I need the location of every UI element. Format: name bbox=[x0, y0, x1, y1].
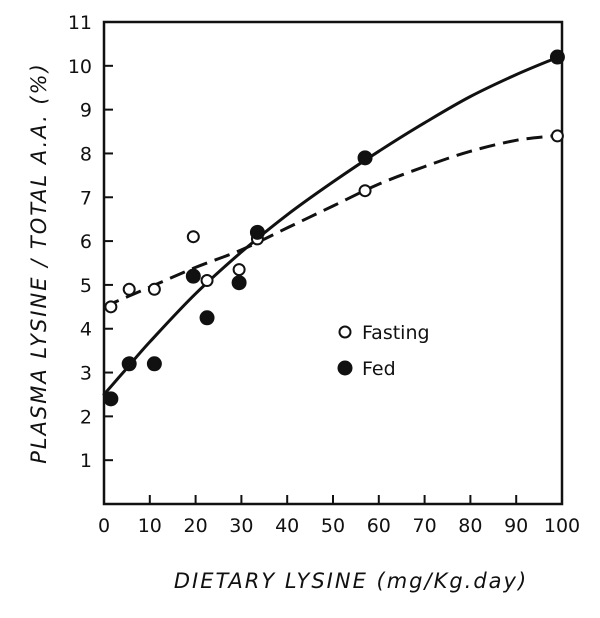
y-tick-label: 3 bbox=[80, 363, 92, 385]
y-tick-label: 1 bbox=[80, 450, 92, 472]
point-fasting bbox=[186, 230, 200, 244]
y-tick-label: 11 bbox=[68, 12, 92, 34]
y-tick-label: 7 bbox=[80, 187, 92, 209]
point-fed bbox=[249, 224, 265, 240]
x-tick-label: 50 bbox=[321, 515, 345, 537]
point-fasting bbox=[550, 129, 564, 143]
point-fed bbox=[185, 268, 201, 284]
point-fed bbox=[231, 275, 247, 291]
x-tick-label: 100 bbox=[544, 515, 580, 537]
legend-marker-fasting bbox=[338, 325, 352, 339]
y-tick-label: 10 bbox=[68, 56, 92, 78]
x-tick-label: 10 bbox=[138, 515, 162, 537]
y-tick-label: 5 bbox=[80, 275, 92, 297]
point-fasting bbox=[104, 300, 118, 314]
x-tick-label: 90 bbox=[504, 515, 528, 537]
y-tick-label: 2 bbox=[80, 406, 92, 428]
y-tick-label: 6 bbox=[80, 231, 92, 253]
x-tick-label: 80 bbox=[458, 515, 482, 537]
data-points bbox=[103, 49, 565, 407]
fit-curves bbox=[102, 57, 555, 396]
x-axis: 0 10 20 30 40 50 60 70 80 90 100 bbox=[98, 495, 580, 537]
legend-marker-fed bbox=[337, 360, 353, 376]
x-tick-label: 40 bbox=[275, 515, 299, 537]
legend: Fasting Fed bbox=[337, 322, 430, 380]
plot-frame bbox=[102, 20, 564, 506]
y-tick-label: 9 bbox=[80, 100, 92, 122]
y-tick-label: 8 bbox=[80, 143, 92, 165]
x-tick-label: 60 bbox=[367, 515, 391, 537]
point-fed bbox=[357, 150, 373, 166]
point-fed bbox=[146, 356, 162, 372]
point-fasting bbox=[122, 282, 136, 296]
x-tick-label: 20 bbox=[184, 515, 208, 537]
point-fasting bbox=[147, 282, 161, 296]
x-tick-label: 0 bbox=[98, 515, 110, 537]
y-axis: 1 2 3 4 5 6 7 8 9 10 11 bbox=[68, 12, 113, 472]
legend-label-fed: Fed bbox=[362, 358, 396, 380]
x-tick-label: 30 bbox=[229, 515, 253, 537]
fit-curve-fed bbox=[102, 57, 555, 396]
x-tick-label: 70 bbox=[413, 515, 437, 537]
y-axis-label: PLASMA LYSINE / TOTAL A.A. (%) bbox=[27, 62, 51, 464]
fit-curve-fasting bbox=[103, 134, 553, 309]
point-fasting bbox=[200, 274, 214, 288]
point-fasting bbox=[232, 263, 246, 277]
point-fed bbox=[103, 391, 119, 407]
point-fed bbox=[549, 49, 565, 65]
legend-label-fasting: Fasting bbox=[362, 322, 430, 344]
y-tick-label: 4 bbox=[80, 319, 92, 341]
point-fed bbox=[199, 310, 215, 326]
x-axis-label: DIETARY LYSINE (mg/Kg.day) bbox=[174, 569, 528, 593]
point-fed bbox=[121, 356, 137, 372]
point-fasting bbox=[358, 184, 372, 198]
